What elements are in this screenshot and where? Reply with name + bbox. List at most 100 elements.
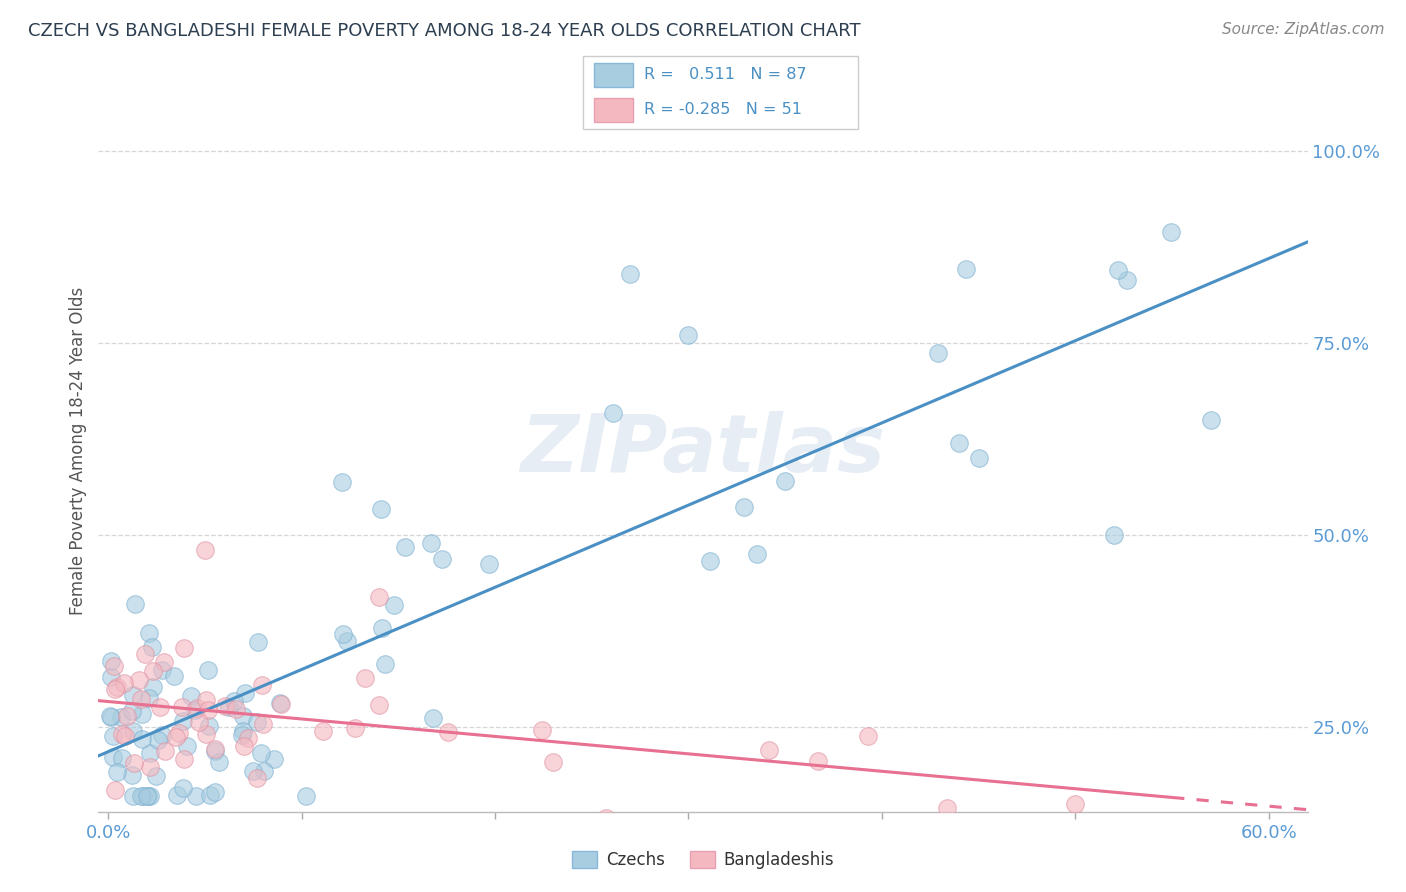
Point [138, 789, 160, 804]
Point [141, 640, 163, 654]
Point [233, 686, 256, 700]
Point [370, 502, 392, 516]
FancyBboxPatch shape [595, 62, 633, 87]
Point [332, 626, 354, 640]
Point [336, 633, 359, 648]
Y-axis label: Female Poverty Among 18-24 Year Olds: Female Poverty Among 18-24 Year Olds [69, 286, 87, 615]
Point [269, 697, 291, 711]
Point [103, 750, 125, 764]
Point [100, 654, 122, 668]
Point [100, 710, 122, 724]
Point [142, 680, 165, 694]
Point [955, 261, 977, 276]
Point [101, 729, 124, 743]
Point [530, 723, 553, 737]
Point [131, 732, 153, 747]
Point [176, 739, 198, 753]
Point [129, 691, 152, 706]
Point [103, 783, 125, 797]
Point [170, 700, 193, 714]
FancyBboxPatch shape [595, 98, 633, 122]
FancyBboxPatch shape [583, 56, 858, 129]
Point [430, 551, 453, 566]
Point [180, 689, 202, 703]
Point [149, 700, 172, 714]
Point [103, 659, 125, 673]
Point [747, 547, 769, 561]
Point [194, 692, 217, 706]
Point [194, 543, 217, 558]
Point [121, 688, 143, 702]
Point [139, 789, 162, 804]
Point [602, 406, 624, 420]
Point [1199, 413, 1222, 427]
Point [111, 750, 134, 764]
Point [145, 769, 167, 783]
Point [152, 663, 174, 677]
Text: R = -0.285   N = 51: R = -0.285 N = 51 [644, 102, 801, 117]
Point [368, 698, 391, 712]
Point [773, 474, 796, 488]
Point [136, 789, 159, 804]
Text: ZIPatlas: ZIPatlas [520, 411, 886, 490]
Point [114, 729, 136, 743]
Point [172, 780, 194, 795]
Point [173, 641, 195, 656]
Point [371, 621, 394, 635]
Point [967, 451, 990, 466]
Point [132, 789, 155, 804]
Point [204, 743, 226, 757]
Point [197, 663, 219, 677]
Point [128, 673, 150, 687]
Point [105, 765, 128, 780]
Point [477, 557, 499, 571]
Point [115, 709, 138, 723]
Point [152, 655, 174, 669]
Point [252, 678, 274, 692]
Point [142, 664, 165, 678]
Point [112, 675, 135, 690]
Point [311, 724, 333, 739]
Point [204, 785, 226, 799]
Point [222, 694, 245, 708]
Point [110, 710, 132, 724]
Point [105, 680, 128, 694]
Point [242, 764, 264, 779]
Point [173, 752, 195, 766]
Legend: Czechs, Bangladeshis: Czechs, Bangladeshis [565, 844, 841, 876]
Point [595, 811, 617, 825]
Point [807, 755, 830, 769]
Point [422, 711, 444, 725]
Point [163, 668, 186, 682]
Point [124, 597, 146, 611]
Point [195, 727, 218, 741]
Point [218, 699, 240, 714]
Point [1102, 528, 1125, 542]
Point [231, 728, 253, 742]
Point [186, 789, 208, 804]
Point [246, 771, 269, 785]
Point [382, 599, 405, 613]
Point [936, 801, 959, 815]
Point [699, 554, 721, 568]
Point [856, 729, 879, 743]
Point [172, 714, 194, 728]
Point [233, 739, 256, 753]
Point [122, 789, 145, 804]
Point [236, 731, 259, 745]
Point [121, 704, 143, 718]
Text: R =   0.511   N = 87: R = 0.511 N = 87 [644, 67, 807, 82]
Point [146, 733, 169, 747]
Point [1107, 262, 1129, 277]
Point [263, 752, 285, 766]
Point [541, 756, 564, 770]
Point [187, 714, 209, 729]
Point [1064, 797, 1087, 811]
Point [368, 590, 391, 604]
Point [98, 709, 121, 723]
Point [948, 435, 970, 450]
Point [394, 540, 416, 554]
Point [100, 669, 122, 683]
Point [131, 707, 153, 722]
Point [354, 671, 377, 685]
